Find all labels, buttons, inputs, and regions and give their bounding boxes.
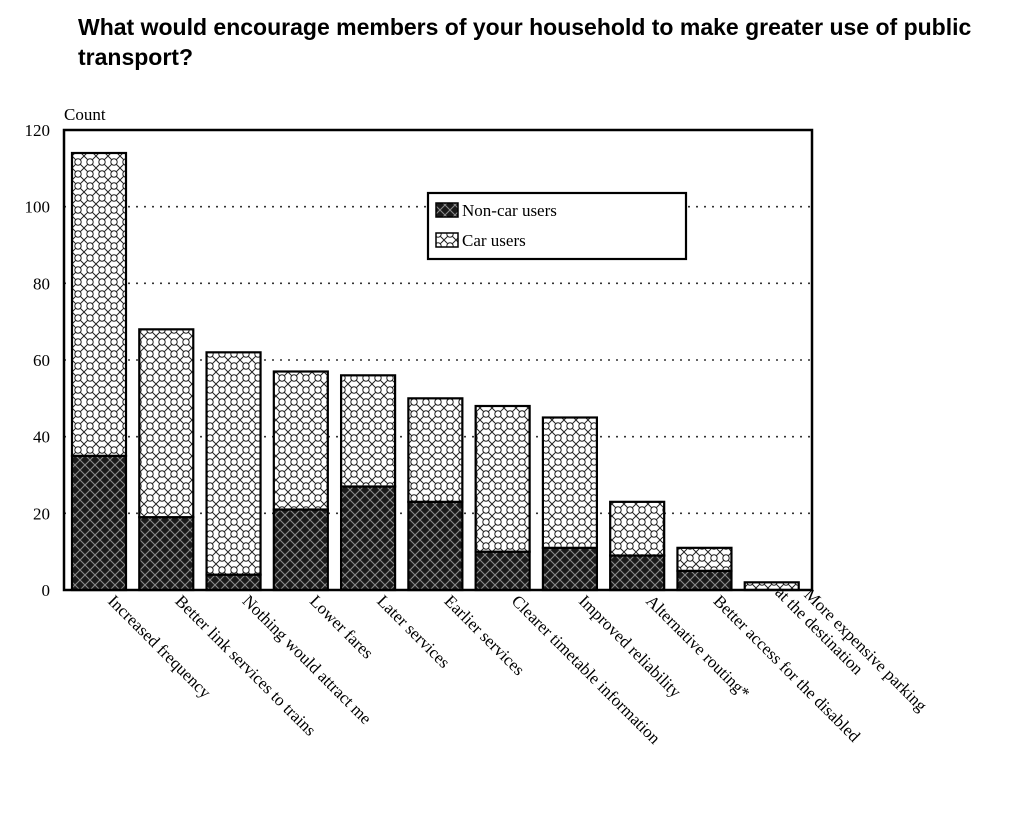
chart-title: What would encourage members of your hou… (78, 14, 972, 70)
bar-segment-car-users (474, 404, 531, 553)
y-tick-label: 40 (33, 428, 50, 447)
bar-segment-car-users (138, 328, 195, 519)
x-tick-label: Lower fares (306, 591, 377, 662)
bar-segment-car-users (70, 151, 128, 457)
y-tick-label: 120 (25, 121, 51, 140)
y-tick-label: 0 (42, 581, 51, 600)
y-axis: 0 20 40 60 80 100 120 Count (25, 105, 106, 600)
legend-label: Non-car users (462, 201, 557, 220)
bar-segment-non-car-users (474, 550, 531, 592)
bar-segment-non-car-users (407, 500, 464, 592)
bar-segment-non-car-users (609, 554, 666, 592)
bar-segment-car-users (205, 351, 262, 576)
bar-segment-non-car-users (676, 569, 733, 592)
bar-segment-non-car-users (205, 573, 262, 592)
x-tick-label: Nothing would attract me (239, 591, 376, 728)
legend-swatch (435, 232, 459, 248)
bar-segment-non-car-users (138, 516, 195, 592)
legend-label: Car users (462, 231, 526, 250)
legend: Non-car users Car users (426, 191, 688, 261)
bar-segment-car-users (407, 397, 464, 503)
bar-segment-car-users (541, 416, 599, 549)
bar-segment-non-car-users (272, 508, 329, 592)
bar-segment-non-car-users (541, 546, 599, 592)
y-tick-label: 60 (33, 351, 50, 370)
bar-segment-car-users (339, 374, 397, 488)
legend-box (426, 191, 688, 261)
legend-swatch (435, 202, 459, 218)
bar-segment-car-users (676, 546, 733, 572)
bars (70, 151, 800, 592)
y-tick-label: 100 (25, 198, 51, 217)
y-tick-label: 80 (33, 274, 50, 293)
y-axis-label: Count (64, 105, 106, 124)
plot-frame (62, 128, 814, 592)
bar-segment-non-car-users (70, 454, 128, 592)
bar-segment-non-car-users (339, 485, 397, 592)
y-tick-label: 20 (33, 504, 50, 523)
x-tick-label: More expensive parkingat the destination (771, 569, 931, 729)
bar-segment-car-users (272, 370, 329, 511)
bar-segment-car-users (609, 500, 666, 557)
x-tick-label: Better link services to trains (171, 591, 319, 739)
